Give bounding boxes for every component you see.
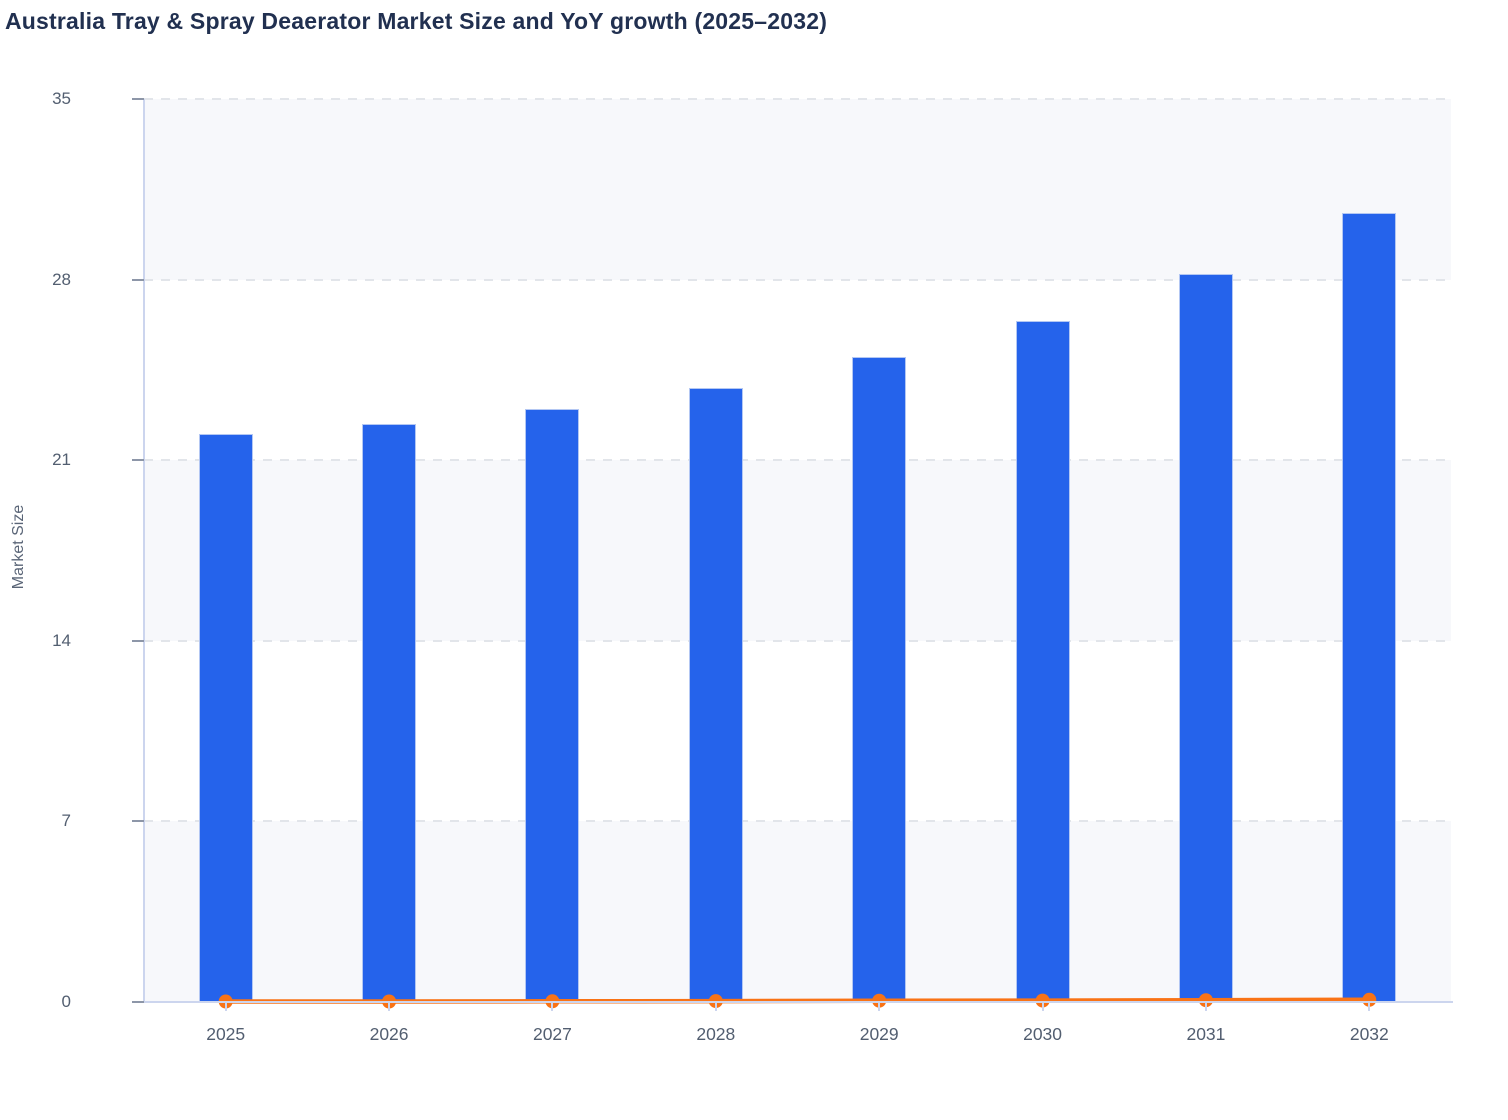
x-tick-mark-2031 [1204, 1002, 1207, 1011]
bar-2031[interactable] [1178, 274, 1233, 1002]
y-tick-label-0: 0 [61, 992, 71, 1011]
y-tick-label-14: 14 [52, 630, 71, 650]
yoy-marker-2030[interactable] [1035, 993, 1050, 1008]
x-tick-mark-2029 [878, 1002, 881, 1011]
x-tick-label-2031: 2031 [1186, 1024, 1226, 1044]
x-tick-mark-2032 [1368, 1002, 1371, 1011]
yoy-marker-2032[interactable] [1362, 992, 1377, 1007]
y-tick-mark-14 [132, 639, 144, 642]
shaded-band [144, 821, 1451, 1002]
shaded-band [144, 99, 1451, 280]
x-tick-mark-2030 [1041, 1002, 1044, 1011]
gridline-35 [144, 98, 1451, 100]
y-tick-mark-28 [132, 278, 144, 281]
yoy-marker-2029[interactable] [872, 993, 887, 1008]
gridline-7 [144, 820, 1451, 823]
gridline-14 [144, 639, 1451, 642]
y-tick-mark-35 [132, 98, 144, 100]
x-tick-label-2030: 2030 [1023, 1024, 1063, 1044]
x-tick-mark-2028 [714, 1002, 717, 1011]
x-tick-mark-2026 [388, 1002, 391, 1011]
bar-2029[interactable] [852, 357, 907, 1002]
x-tick-label-2026: 2026 [369, 1024, 409, 1044]
x-tick-label-2025: 2025 [206, 1024, 246, 1044]
yoy-growth-line-layer [218, 992, 1377, 1009]
x-tick-mark-2027 [551, 1002, 554, 1011]
shaded-band [144, 460, 1451, 641]
y-tick-label-21: 21 [52, 450, 71, 470]
y-tick-mark-21 [132, 459, 144, 462]
gridline-28 [144, 278, 1451, 281]
y-tick-label-28: 28 [52, 269, 71, 289]
bar-2030[interactable] [1015, 320, 1070, 1002]
bar-2032[interactable] [1342, 212, 1397, 1002]
x-tick-label-2029: 2029 [859, 1024, 899, 1044]
y-tick-mark-7 [132, 820, 144, 823]
bar-2026[interactable] [362, 424, 417, 1002]
chart-title: Australia Tray & Spray Deaerator Market … [5, 8, 828, 34]
yoy-marker-2031[interactable] [1198, 993, 1213, 1008]
x-tick-label-2032: 2032 [1349, 1024, 1389, 1044]
bar-2025[interactable] [198, 434, 253, 1002]
y-tick-label-35: 35 [52, 89, 71, 108]
x-tick-label-2028: 2028 [696, 1024, 736, 1044]
x-axis-line [143, 1001, 1453, 1003]
y-axis-line [143, 99, 145, 1002]
bar-2028[interactable] [688, 387, 743, 1002]
bar-2027[interactable] [525, 408, 580, 1002]
y-tick-label-7: 7 [61, 811, 71, 831]
x-tick-label-2027: 2027 [532, 1024, 572, 1044]
gridline-21 [144, 459, 1451, 462]
y-axis-title: Market Size [10, 504, 27, 590]
y-tick-mark-0 [132, 1001, 144, 1003]
plot-area: 0 7 14 21 28 35 2025 2026 2027 2028 2029 2030 2031 2… [52, 89, 1453, 1044]
x-tick-mark-2025 [224, 1002, 227, 1011]
